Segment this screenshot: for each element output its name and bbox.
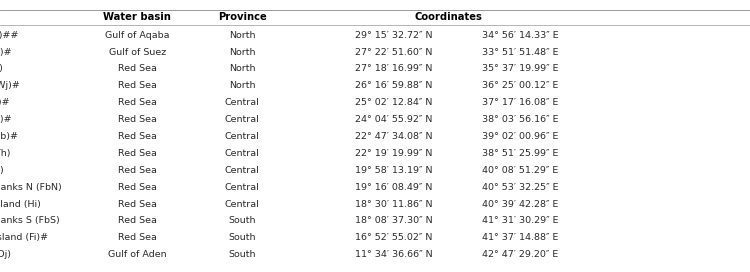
Text: 16° 52′ 55.02″ N: 16° 52′ 55.02″ N xyxy=(355,233,432,242)
Text: Gulf of Aden: Gulf of Aden xyxy=(108,250,166,259)
Text: Central: Central xyxy=(225,183,260,192)
Text: 33° 51′ 51.48″ E: 33° 51′ 51.48″ E xyxy=(482,48,559,57)
Text: 25° 02′ 12.84″ N: 25° 02′ 12.84″ N xyxy=(355,98,432,107)
Text: 22° 19′ 19.99″ N: 22° 19′ 19.99″ N xyxy=(355,149,432,158)
Text: 18° 08′ 37.30″ N: 18° 08′ 37.30″ N xyxy=(355,217,432,225)
Text: Central: Central xyxy=(225,149,260,158)
Text: 36° 25′ 00.12″ E: 36° 25′ 00.12″ E xyxy=(482,81,559,90)
Text: Gulf of Aqaba: Gulf of Aqaba xyxy=(105,31,170,40)
Text: 41° 37′ 14.88″ E: 41° 37′ 14.88″ E xyxy=(482,233,559,242)
Text: Shuwal (Th): Shuwal (Th) xyxy=(0,149,10,158)
Text: 40° 39′ 42.28″ E: 40° 39′ 42.28″ E xyxy=(482,200,559,209)
Text: Red Sea: Red Sea xyxy=(118,98,157,107)
Text: Egypt (Eg)#: Egypt (Eg)# xyxy=(0,48,11,57)
Text: Duba (Db): Duba (Db) xyxy=(0,64,2,73)
Text: 37° 17′ 16.08″ E: 37° 17′ 16.08″ E xyxy=(482,98,559,107)
Text: Jordan (Jd)##: Jordan (Jd)## xyxy=(0,31,19,40)
Text: Red Sea: Red Sea xyxy=(118,217,157,225)
Text: 34° 56′ 14.33″ E: 34° 56′ 14.33″ E xyxy=(482,31,559,40)
Text: Central: Central xyxy=(225,98,260,107)
Text: 19° 16′ 08.49″ N: 19° 16′ 08.49″ N xyxy=(355,183,432,192)
Text: Red Sea: Red Sea xyxy=(118,149,157,158)
Text: Gulf of Suez: Gulf of Suez xyxy=(109,48,166,57)
Text: 27° 18′ 16.99″ N: 27° 18′ 16.99″ N xyxy=(355,64,432,73)
Text: Central: Central xyxy=(225,166,260,175)
Text: North: North xyxy=(229,64,256,73)
Text: Djibouti (Dj): Djibouti (Dj) xyxy=(0,250,10,259)
Text: 42° 47′ 29.20″ E: 42° 47′ 29.20″ E xyxy=(482,250,559,259)
Text: Central: Central xyxy=(225,200,260,209)
Text: North: North xyxy=(229,48,256,57)
Text: 38° 03′ 56.16″ E: 38° 03′ 56.16″ E xyxy=(482,115,559,124)
Text: Red Sea: Red Sea xyxy=(118,132,157,141)
Text: Red Sea: Red Sea xyxy=(118,64,157,73)
Text: 24° 04′ 55.92″ N: 24° 04′ 55.92″ N xyxy=(355,115,432,124)
Text: Hawasr Island (Hi): Hawasr Island (Hi) xyxy=(0,200,40,209)
Text: South: South xyxy=(229,217,256,225)
Text: Central: Central xyxy=(225,115,260,124)
Text: Water basin: Water basin xyxy=(104,12,171,21)
Text: 38° 51′ 25.99″ E: 38° 51′ 25.99″ E xyxy=(482,149,559,158)
Text: Al-Lith (Al): Al-Lith (Al) xyxy=(0,166,3,175)
Text: Red Sea: Red Sea xyxy=(118,115,157,124)
Text: Farasan Island (Fi)#: Farasan Island (Fi)# xyxy=(0,233,48,242)
Text: Farasan Banks S (FbS): Farasan Banks S (FbS) xyxy=(0,217,59,225)
Text: 35° 37′ 19.99″ E: 35° 37′ 19.99″ E xyxy=(482,64,559,73)
Text: Red Sea: Red Sea xyxy=(118,233,157,242)
Text: Coordinates: Coordinates xyxy=(415,12,482,21)
Text: Farasan Banks N (FbN): Farasan Banks N (FbN) xyxy=(0,183,62,192)
Text: North: North xyxy=(229,31,256,40)
Text: 27° 22′ 51.60″ N: 27° 22′ 51.60″ N xyxy=(355,48,432,57)
Text: 26° 16′ 59.88″ N: 26° 16′ 59.88″ N xyxy=(355,81,432,90)
Text: 40° 08′ 51.29″ E: 40° 08′ 51.29″ E xyxy=(482,166,559,175)
Text: 40° 53′ 32.25″ E: 40° 53′ 32.25″ E xyxy=(482,183,559,192)
Text: 39° 02′ 00.96″ E: 39° 02′ 00.96″ E xyxy=(482,132,559,141)
Text: Central: Central xyxy=(225,132,260,141)
Text: 41° 31′ 30.29″ E: 41° 31′ 30.29″ E xyxy=(482,217,559,225)
Text: Yanbu (Yb)#: Yanbu (Yb)# xyxy=(0,115,12,124)
Text: Red Sea: Red Sea xyxy=(118,166,157,175)
Text: Red Sea: Red Sea xyxy=(118,81,157,90)
Text: 22° 47′ 34.08″ N: 22° 47′ 34.08″ N xyxy=(355,132,432,141)
Text: Rabigh (Rb)#: Rabigh (Rb)# xyxy=(0,132,17,141)
Text: 19° 58′ 13.19″ N: 19° 58′ 13.19″ N xyxy=(355,166,432,175)
Text: 11° 34′ 36.66″ N: 11° 34′ 36.66″ N xyxy=(355,250,432,259)
Text: Red Sea: Red Sea xyxy=(118,200,157,209)
Text: 29° 15′ 32.72″ N: 29° 15′ 32.72″ N xyxy=(355,31,432,40)
Text: Al-Wajh (Wj)#: Al-Wajh (Wj)# xyxy=(0,81,20,90)
Text: 18° 30′ 11.86″ N: 18° 30′ 11.86″ N xyxy=(355,200,432,209)
Text: Umluj (Ul)#: Umluj (Ul)# xyxy=(0,98,9,107)
Text: Red Sea: Red Sea xyxy=(118,183,157,192)
Text: South: South xyxy=(229,250,256,259)
Text: North: North xyxy=(229,81,256,90)
Text: Province: Province xyxy=(217,12,267,21)
Text: South: South xyxy=(229,233,256,242)
